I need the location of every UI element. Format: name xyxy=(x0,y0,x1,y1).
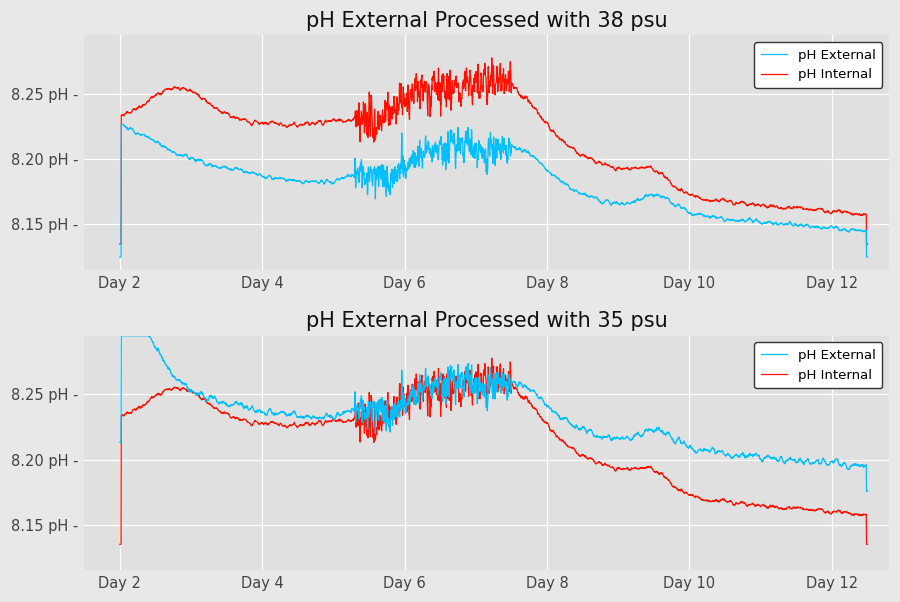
pH External xyxy=(116,120,127,128)
pH Internal xyxy=(401,394,412,401)
pH Internal xyxy=(848,512,859,519)
pH External xyxy=(434,140,445,147)
Line: pH Internal: pH Internal xyxy=(120,58,868,244)
pH Internal xyxy=(848,211,859,219)
pH Internal xyxy=(244,119,255,126)
pH External xyxy=(767,455,778,462)
pH Internal xyxy=(486,355,497,362)
pH Internal xyxy=(767,501,778,509)
pH Internal xyxy=(486,54,497,61)
pH External xyxy=(862,253,873,261)
pH Internal xyxy=(434,388,445,395)
pH External xyxy=(848,225,859,232)
pH External xyxy=(862,487,873,494)
pH Internal xyxy=(200,96,211,103)
Line: pH External: pH External xyxy=(120,124,868,257)
pH External xyxy=(114,438,125,445)
pH Internal xyxy=(114,541,125,548)
pH External xyxy=(861,488,872,495)
pH External xyxy=(244,406,255,413)
pH External xyxy=(116,332,127,340)
pH Internal xyxy=(434,87,445,95)
pH Internal xyxy=(401,93,412,101)
pH External xyxy=(434,375,445,382)
pH External xyxy=(401,400,412,407)
Legend: pH External, pH Internal: pH External, pH Internal xyxy=(754,42,882,88)
Title: pH External Processed with 35 psu: pH External Processed with 35 psu xyxy=(306,311,668,332)
pH Internal xyxy=(114,240,125,247)
pH External xyxy=(200,395,211,402)
pH External xyxy=(244,170,255,177)
Line: pH External: pH External xyxy=(120,336,868,492)
pH Internal xyxy=(244,419,255,426)
pH Internal xyxy=(200,396,211,403)
pH Internal xyxy=(862,240,873,247)
pH External xyxy=(848,461,859,468)
pH External xyxy=(767,220,778,228)
pH Internal xyxy=(767,201,778,208)
pH External xyxy=(401,166,412,173)
Line: pH Internal: pH Internal xyxy=(120,358,868,544)
pH External xyxy=(114,253,125,261)
pH External xyxy=(200,161,211,169)
Legend: pH External, pH Internal: pH External, pH Internal xyxy=(754,343,882,388)
pH Internal xyxy=(862,541,873,548)
Title: pH External Processed with 38 psu: pH External Processed with 38 psu xyxy=(306,11,667,31)
